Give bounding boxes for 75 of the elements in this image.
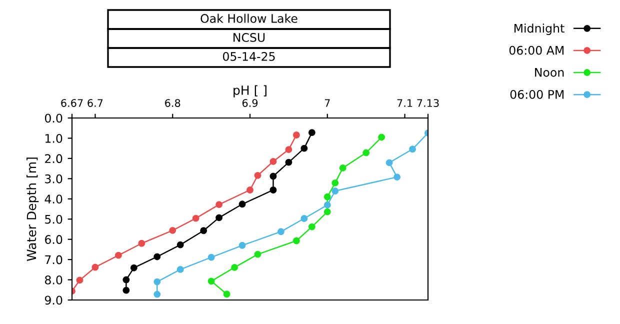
point bbox=[300, 215, 308, 222]
point bbox=[76, 276, 84, 284]
point bbox=[270, 158, 277, 165]
legend-label: 06:00 AM bbox=[509, 46, 564, 55]
point bbox=[270, 186, 277, 194]
x-tick-label: 7 bbox=[324, 99, 330, 107]
point bbox=[362, 149, 370, 156]
point bbox=[270, 172, 277, 180]
point bbox=[308, 223, 316, 230]
point bbox=[246, 186, 254, 194]
point bbox=[154, 290, 161, 298]
point bbox=[324, 193, 331, 200]
point bbox=[300, 144, 308, 152]
point bbox=[324, 201, 331, 208]
y-tick-label: 6.0 bbox=[45, 235, 62, 244]
x-tick-label: 6.8 bbox=[165, 99, 180, 107]
point bbox=[394, 174, 401, 181]
y-axis-title: Water Depth [m] bbox=[26, 158, 39, 262]
x-tick-label: 6.7 bbox=[88, 99, 103, 107]
point bbox=[114, 252, 122, 259]
point bbox=[254, 250, 262, 258]
chart-title: Oak Hollow Lake bbox=[200, 14, 298, 23]
point bbox=[409, 146, 416, 153]
point bbox=[238, 242, 246, 249]
point bbox=[92, 264, 99, 271]
point bbox=[216, 214, 223, 222]
point bbox=[308, 129, 316, 136]
legend-label: Noon bbox=[535, 68, 564, 77]
legend-label: Midnight bbox=[514, 24, 564, 36]
point bbox=[122, 276, 130, 284]
point bbox=[154, 278, 161, 286]
point bbox=[122, 286, 130, 294]
point bbox=[200, 227, 208, 234]
y-tick-label: 5.0 bbox=[45, 214, 62, 224]
x-axis-title: pH [ ] bbox=[234, 85, 266, 98]
point bbox=[208, 278, 215, 285]
point bbox=[138, 240, 146, 247]
point bbox=[192, 214, 200, 222]
y-tick-label: 9.0 bbox=[44, 296, 62, 305]
y-tick-label: 0.0 bbox=[44, 114, 62, 123]
point bbox=[332, 188, 339, 194]
y-tick-label: 3.0 bbox=[45, 174, 62, 184]
point bbox=[176, 241, 184, 248]
y-tick-label: 1.0 bbox=[45, 134, 62, 143]
x-tick-label: 7.1 bbox=[397, 99, 412, 107]
point bbox=[386, 159, 393, 166]
y-tick-label: 2.0 bbox=[45, 154, 62, 164]
point bbox=[238, 200, 246, 208]
legend-label: 06:00 PM bbox=[510, 90, 564, 99]
point bbox=[324, 208, 331, 216]
point bbox=[285, 146, 292, 154]
point bbox=[154, 253, 161, 260]
point bbox=[216, 201, 223, 208]
chart-subtitle: NCSU bbox=[234, 32, 265, 42]
x-tick-label: 6.9 bbox=[242, 99, 258, 107]
point bbox=[254, 172, 262, 179]
y-tick-label: 7.0 bbox=[45, 255, 62, 264]
point bbox=[176, 266, 184, 273]
point bbox=[292, 237, 300, 244]
point bbox=[339, 164, 346, 172]
point bbox=[231, 264, 238, 271]
point bbox=[208, 254, 215, 261]
point bbox=[285, 158, 292, 166]
point bbox=[223, 290, 230, 298]
point bbox=[378, 134, 386, 141]
text: 05-14-25 bbox=[222, 52, 275, 61]
y-tick-label: 4.0 bbox=[44, 194, 62, 204]
point bbox=[130, 264, 138, 272]
y-tick-label: 8.0 bbox=[45, 276, 62, 284]
x-tick-label: 6.67 bbox=[61, 99, 83, 107]
point bbox=[332, 179, 339, 186]
point bbox=[277, 228, 284, 236]
point bbox=[169, 226, 176, 234]
point bbox=[292, 132, 300, 138]
x-tick-label: 7.13 bbox=[417, 99, 439, 107]
